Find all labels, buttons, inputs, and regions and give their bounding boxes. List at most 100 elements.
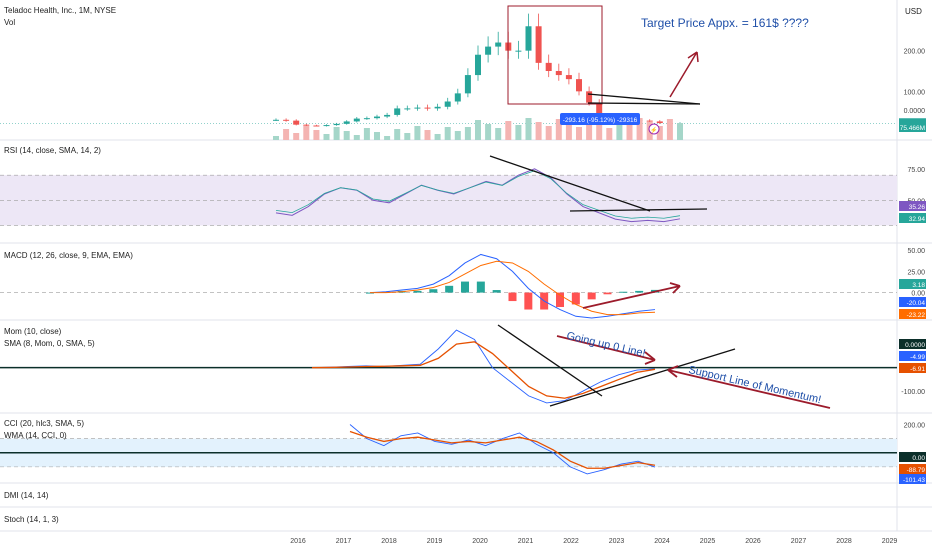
going-up-arrow-head: [644, 351, 656, 365]
macd-histogram-bar: [635, 290, 644, 293]
cci-wma-tag-bg: [899, 464, 926, 474]
volume-tag: 75.466M: [900, 125, 925, 132]
support-arrow-head: [667, 365, 679, 378]
macd-histogram-bar: [603, 292, 612, 295]
price-candle: [293, 120, 300, 125]
rsi-trendline-lower: [569, 208, 708, 212]
volume-bar: [485, 124, 492, 140]
macd-value-tag: -20.04: [907, 300, 926, 307]
price-candle: [404, 108, 411, 110]
macd-histogram-bar: [461, 281, 469, 293]
volume-bar: [475, 120, 481, 140]
macd-signal-line: [370, 260, 656, 316]
macd-hist-tag: 3.18: [912, 282, 925, 289]
price-trendline-upper: [587, 93, 701, 105]
rsi-trendline-upper: [489, 155, 651, 212]
volume-bar: [444, 127, 451, 140]
x-axis-label-4: 2020: [472, 538, 488, 545]
wma-title: WMA (14, CCI, 0): [4, 431, 67, 440]
x-axis-label-12: 2028: [836, 538, 852, 545]
flash-glyph: ⚡: [650, 126, 657, 134]
volume-bar: [353, 135, 360, 140]
volume-bar: [394, 129, 401, 140]
macd-histogram-bar: [571, 292, 580, 305]
price-candle: [353, 118, 360, 122]
price-candle: [454, 93, 461, 102]
macd-hist-tag-bg: [899, 279, 926, 289]
volume-bar: [576, 127, 582, 140]
price-candle: [515, 50, 522, 52]
macd-signal-tag-bg: [899, 309, 926, 319]
volume-bar: [495, 128, 502, 140]
volume-tag-bg: [899, 122, 926, 132]
cci-wma-line: [349, 430, 656, 469]
volume-bar: [515, 125, 522, 140]
macd-histogram-bar: [445, 285, 454, 293]
cci-axis-tick-0: 200.00: [904, 422, 926, 429]
volume-bar: [374, 132, 380, 140]
macd-value-tag-bg: [899, 297, 926, 307]
macd-title: MACD (12, 26, close, 9, EMA, EMA): [4, 251, 133, 260]
target-price-annotation: Target Price Appx. = 161$ ????: [641, 16, 809, 30]
volume-bar: [656, 126, 663, 140]
volume-bar: [545, 126, 552, 140]
price-candle: [394, 108, 401, 115]
mom-value-tag: -4.99: [910, 354, 925, 361]
volume-bar: [666, 119, 673, 140]
price-candle: [343, 121, 350, 124]
volume-bar: [414, 126, 421, 140]
x-axis-label-5: 2021: [518, 538, 534, 545]
price-candle: [656, 121, 663, 124]
volume-bar: [677, 123, 683, 140]
mom-zero-tag-bg: [899, 339, 926, 349]
price-candle: [283, 119, 290, 121]
volume-bar: [535, 122, 542, 140]
mom-sma-tag-bg: [899, 363, 926, 373]
volume-bar: [283, 129, 290, 140]
price-candle: [576, 79, 582, 92]
volume-bar: [565, 123, 572, 140]
mom-title: Mom (10, close): [4, 327, 62, 336]
price-candle: [424, 107, 431, 109]
rsi-ma-value-tag: 32.94: [909, 216, 926, 223]
macd-arrow-head: [669, 282, 681, 294]
rsi-ma-line: [275, 170, 681, 219]
price-candle: [535, 26, 542, 63]
x-axis-label-6: 2022: [563, 538, 579, 545]
price-candle: [495, 42, 502, 47]
mom-value-tag-bg: [899, 351, 926, 361]
volume-bar: [616, 121, 623, 140]
macd-arrow-line: [582, 285, 681, 309]
price-trendline-lower: [587, 102, 701, 105]
price-candle: [545, 62, 552, 71]
volume-bar: [434, 134, 441, 140]
price-candle: [586, 91, 593, 103]
x-axis-label-1: 2017: [336, 538, 352, 545]
price-candle: [384, 114, 391, 117]
macd-line: [369, 253, 656, 319]
flash-icon: [648, 123, 660, 135]
volume-bar: [313, 130, 320, 140]
cci-wma-tag: -88.79: [907, 467, 926, 474]
mom-support-line: [549, 348, 736, 407]
price-candle: [464, 75, 471, 94]
x-axis-label-2: 2018: [381, 538, 397, 545]
price-candle: [303, 124, 310, 126]
cci-title: CCI (20, hlc3, SMA, 5): [4, 419, 85, 428]
currency-label[interactable]: USD: [905, 7, 922, 16]
volume-bar: [555, 119, 562, 140]
price-candle: [333, 123, 340, 126]
volume-bar: [454, 131, 461, 140]
volume-bar: [606, 128, 613, 140]
price-axis-tick-partial: 0.0000: [904, 108, 926, 115]
mom-sma-line: [311, 341, 656, 399]
volume-bar: [505, 121, 512, 140]
volume-bar: [586, 120, 593, 140]
volume-bar: [363, 128, 370, 140]
price-candle: [565, 75, 572, 80]
x-axis-label-8: 2024: [654, 538, 670, 545]
volume-bar: [303, 126, 310, 140]
x-axis-label-10: 2026: [745, 538, 761, 545]
price-candle: [555, 71, 562, 76]
volume-bar: [464, 127, 471, 140]
